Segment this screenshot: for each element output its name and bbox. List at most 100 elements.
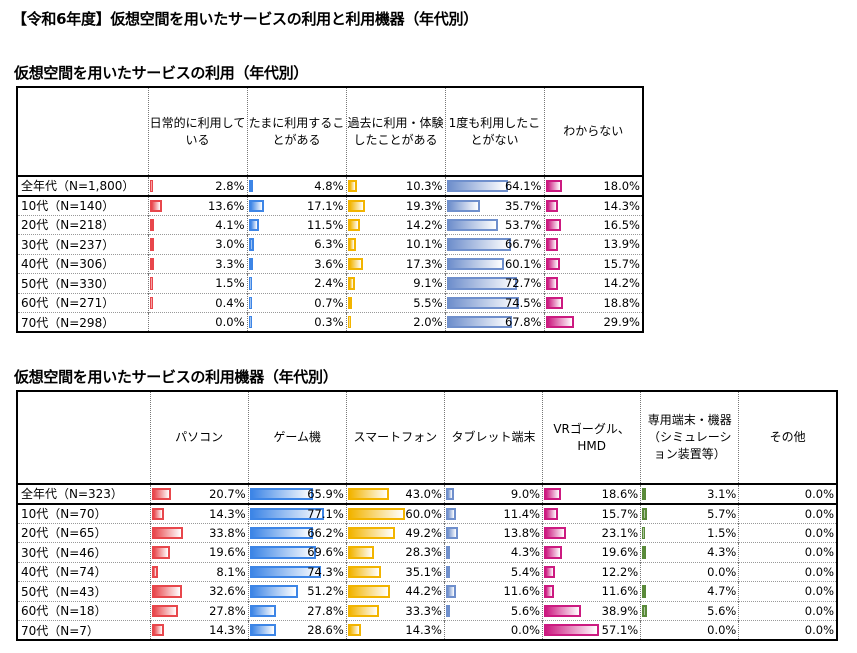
value-bar — [445, 507, 456, 520]
table-row: 70代（N=298） 0.0% 0.3% 2.0% 67.8% 29.9% — [17, 312, 643, 332]
value-text: 27.8% — [307, 603, 344, 618]
value-cell: 69.6% — [247, 542, 347, 562]
value-cell: 1.5% — [147, 273, 247, 293]
value-bar — [151, 546, 170, 559]
value-text: 2.0% — [413, 315, 443, 329]
value-text: 0.0% — [804, 545, 834, 560]
value-bar — [544, 565, 555, 578]
value-bar — [545, 238, 559, 251]
value-cell: 0.7% — [246, 292, 346, 313]
row-label: 20代（N=65） — [17, 522, 150, 543]
value-bar — [642, 585, 647, 598]
value-cell: 27.8% — [247, 600, 347, 621]
value-bar — [249, 624, 277, 636]
value-text: 15.7% — [601, 506, 639, 521]
value-cell: 19.6% — [149, 542, 249, 562]
value-cell: 5.6% — [640, 600, 739, 621]
value-text: 11.4% — [503, 506, 541, 521]
value-bar — [446, 316, 512, 328]
value-cell: 0.0% — [738, 483, 837, 505]
value-text: 28.3% — [405, 545, 442, 560]
value-cell: 57.1% — [542, 620, 641, 640]
value-cell: 11.5% — [246, 214, 346, 235]
value-text: 0.7% — [314, 295, 344, 310]
header-row: パソコン ゲーム機 スマートフォン タブレット端末 VRゴーグル、HMD 専用端末・機器（… — [17, 390, 837, 485]
value-cell: 12.2% — [542, 561, 641, 582]
value-bar — [445, 526, 459, 539]
header-row: 日常的に利用している たまに利用することがある 過去に利用・体験したことがある 1度も… — [17, 86, 643, 177]
value-cell: 0.0% — [738, 600, 837, 621]
value-cell: 53.7% — [444, 214, 544, 235]
value-bar — [151, 565, 159, 578]
value-bar — [248, 238, 254, 251]
value-text: 0.0% — [804, 603, 834, 618]
value-cell: 17.1% — [246, 195, 346, 215]
value-text: 69.6% — [307, 545, 344, 560]
value-bar — [249, 507, 324, 520]
value-text: 0.0% — [804, 564, 834, 579]
value-bar — [445, 604, 451, 617]
table-row: 20代（N=65） 33.8% 66.2% 49.2% 13.8% 23.1% 1.5% 0.… — [17, 522, 837, 543]
value-bar — [642, 488, 647, 500]
value-bar — [545, 218, 561, 231]
value-text: 13.9% — [603, 237, 640, 252]
value-bar — [545, 257, 560, 270]
value-cell: 29.9% — [543, 312, 643, 332]
value-cell: 13.6% — [147, 195, 247, 215]
value-bar — [446, 296, 519, 309]
value-text: 13.8% — [503, 525, 541, 540]
value-bar — [151, 604, 178, 617]
value-bar — [544, 546, 563, 559]
value-bar — [445, 585, 457, 598]
value-text: 66.2% — [307, 525, 344, 540]
corner-cell — [17, 86, 148, 177]
value-cell: 11.6% — [443, 581, 543, 601]
value-text: 5.7% — [707, 506, 737, 521]
column-header: パソコン — [149, 390, 249, 485]
value-text: 20.7% — [209, 486, 246, 501]
row-label: 70代（N=7） — [17, 620, 150, 640]
value-text: 67.8% — [504, 315, 542, 329]
value-text: 5.5% — [413, 295, 443, 310]
value-text: 35.7% — [504, 198, 542, 213]
value-text: 14.3% — [405, 623, 442, 637]
value-cell: 17.3% — [345, 253, 445, 274]
value-bar — [347, 180, 357, 192]
value-cell: 14.2% — [345, 214, 445, 235]
value-bar — [248, 180, 253, 192]
row-label: 50代（N=43） — [17, 581, 150, 601]
value-cell: 0.0% — [443, 620, 543, 640]
value-cell: 16.5% — [543, 214, 643, 235]
table-row: 10代（N=140） 13.6% 17.1% 19.3% 35.7% 14.3% — [17, 195, 643, 215]
value-cell: 14.2% — [543, 273, 643, 293]
value-bar — [248, 316, 252, 328]
value-cell: 60.1% — [444, 253, 544, 274]
value-cell: 28.6% — [247, 620, 347, 640]
value-text: 10.1% — [405, 237, 443, 252]
value-bar — [347, 296, 352, 309]
value-bar — [149, 238, 154, 251]
value-text: 4.8% — [314, 178, 344, 193]
value-bar — [545, 316, 574, 328]
value-cell: 65.9% — [247, 483, 347, 505]
value-text: 2.8% — [215, 178, 245, 193]
value-bar — [544, 507, 559, 520]
value-cell: 4.1% — [147, 214, 247, 235]
value-bar — [445, 565, 451, 578]
value-text: 43.0% — [405, 486, 442, 501]
value-text: 4.1% — [215, 217, 245, 232]
value-text: 0.0% — [707, 623, 737, 637]
column-header: VRゴーグル、HMD — [542, 390, 641, 485]
column-header: 専用端末・機器（シミュレーション装置等） — [640, 390, 739, 485]
value-text: 14.3% — [209, 506, 246, 521]
row-label: 70代（N=298） — [17, 312, 148, 332]
value-text: 64.1% — [504, 178, 542, 193]
value-bar — [347, 199, 366, 212]
value-text: 3.0% — [215, 237, 245, 252]
usage-table: 日常的に利用している たまに利用することがある 過去に利用・体験したことがある 1度も… — [16, 86, 644, 333]
value-text: 8.1% — [216, 564, 246, 579]
value-cell: 0.0% — [640, 620, 739, 640]
total-row: 全年代（N=1,800） 2.8% 4.8% 10.3% 64.1% 18.0% — [17, 175, 643, 197]
value-text: 9.0% — [510, 486, 541, 501]
value-cell: 0.3% — [246, 312, 346, 332]
